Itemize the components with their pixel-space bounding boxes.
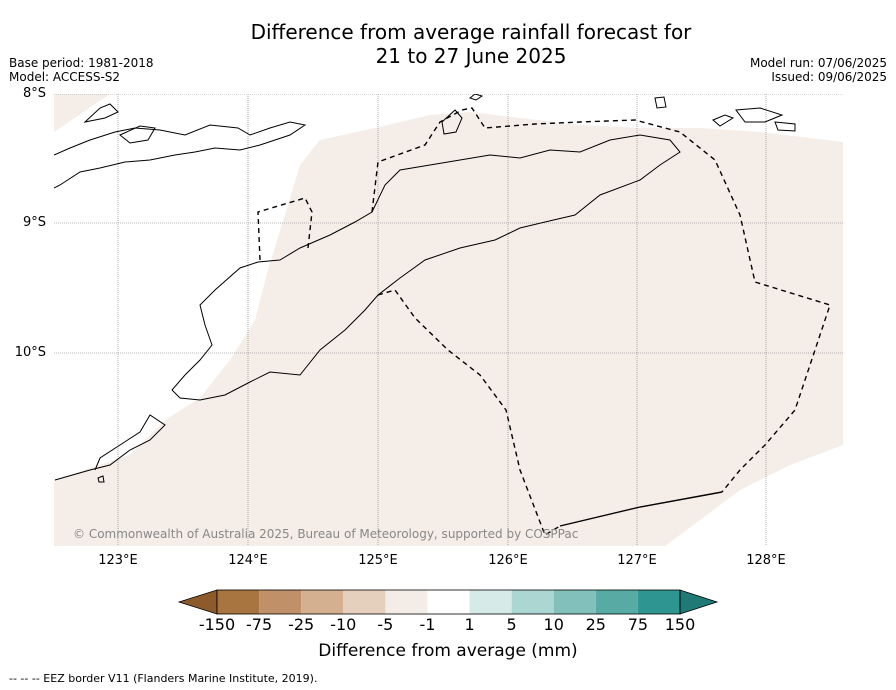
colorbar-tick-label: 150	[664, 615, 696, 634]
lon-label-127e: 127°E	[617, 553, 657, 568]
run-info: Model run: 07/06/2025 Issued: 09/06/2025	[750, 56, 887, 84]
eez-solid-segment	[559, 491, 723, 527]
lon-label-124e: 124°E	[228, 553, 268, 568]
colorbar-min-extend	[177, 589, 218, 615]
colorbar-tick-label: -5	[377, 615, 394, 634]
colorbar-segment	[259, 590, 302, 614]
colorbar-segment	[595, 590, 638, 614]
colorbar-tick-label: -10	[330, 615, 357, 634]
colorbar-tick-label: -1	[419, 615, 436, 634]
colorbar-segment	[637, 590, 680, 614]
colorbar-border	[216, 589, 681, 615]
base-info: Base period: 1981-2018 Model: ACCESS-S2	[9, 56, 154, 84]
colorbar-max-extend	[679, 589, 719, 615]
title-line-2: 21 to 27 June 2025	[375, 44, 567, 68]
lat-label-10s: 10°S	[14, 345, 46, 360]
coastlines	[54, 94, 796, 483]
base-period: Base period: 1981-2018	[9, 56, 154, 70]
colorbar-segment	[469, 590, 512, 614]
lon-label-128e: 128°E	[746, 553, 786, 568]
colorbar-segment	[553, 590, 596, 614]
forecast-shaded-region	[54, 94, 843, 546]
colorbar	[177, 589, 719, 615]
colorbar-label: Difference from average (mm)	[318, 641, 578, 661]
lon-label-126e: 126°E	[488, 553, 528, 568]
colorbar-tick-label: 10	[543, 615, 564, 634]
issued-date: Issued: 09/06/2025	[771, 70, 887, 84]
lat-label-8s: 8°S	[22, 86, 46, 101]
colorbar-segment	[385, 590, 428, 614]
copyright-notice: © Commonwealth of Australia 2025, Bureau…	[73, 527, 579, 541]
colorbar-tick-label: 25	[585, 615, 606, 634]
colorbar-tick-label: -25	[288, 615, 315, 634]
colorbar-segment	[217, 590, 260, 614]
model-run: Model run: 07/06/2025	[749, 56, 887, 70]
lon-label-125e: 125°E	[358, 553, 398, 568]
eez-border	[257, 107, 831, 537]
colorbar-tick-label: 75	[627, 615, 649, 634]
colorbar-tick-label: -75	[246, 615, 273, 634]
model-name: Model: ACCESS-S2	[9, 70, 121, 84]
lat-label-9s: 9°S	[22, 215, 46, 230]
title-line-1: Difference from average rainfall forecas…	[250, 20, 692, 44]
map-title: Difference from average rainfall forecas…	[0, 20, 896, 68]
colorbar-segment	[343, 590, 386, 614]
graticule	[54, 94, 843, 546]
colorbar-tick-label: -150	[198, 615, 236, 634]
eez-footnote: -- -- -- EEZ border V11 (Flanders Marine…	[9, 672, 318, 685]
colorbar-tick-label: 1	[464, 615, 475, 634]
lon-label-123e: 123°E	[98, 553, 138, 568]
colorbar-segment	[427, 590, 470, 614]
colorbar-tick-label: 5	[506, 615, 517, 634]
colorbar-segment	[301, 590, 344, 614]
colorbar-segment	[511, 590, 554, 614]
